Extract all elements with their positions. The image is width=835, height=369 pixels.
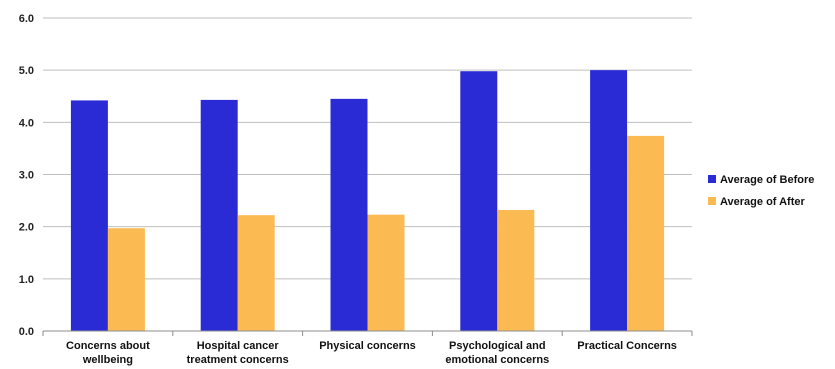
bar-after-1	[237, 215, 275, 331]
legend-label-before: Average of Before	[720, 174, 814, 186]
x-category-label: Psychological and emotional concerns	[445, 340, 549, 366]
x-category-label-line: Concerns about	[66, 340, 150, 352]
bar-before-4	[590, 70, 628, 332]
x-category-label: Practical Concerns	[577, 340, 677, 352]
bar-before-3	[460, 71, 498, 332]
x-category-label-line: Hospital cancer	[197, 340, 280, 352]
y-axis-ticks: 0.0 1.0 2.0 3.0 4.0 5.0 6.0	[19, 13, 34, 338]
x-category-label-line: Psychological and	[449, 340, 546, 352]
y-tick-label: 2.0	[19, 222, 34, 234]
y-tick-label: 6.0	[19, 13, 34, 25]
bar-after-0	[107, 228, 145, 331]
bar-before-0	[70, 100, 108, 331]
legend-label-after: Average of After	[720, 196, 805, 208]
x-category-label: Concerns about wellbeing	[66, 340, 150, 366]
bars	[70, 70, 665, 332]
y-tick-label: 1.0	[19, 274, 34, 286]
x-category-label-line: treatment concerns	[187, 354, 289, 366]
x-category-label-line: Practical Concerns	[577, 340, 677, 352]
y-tick-label: 5.0	[19, 65, 34, 77]
legend-swatch-before	[708, 175, 716, 183]
x-category-label-line: wellbeing	[82, 354, 133, 366]
y-tick-label: 4.0	[19, 117, 34, 129]
x-category-label: Hospital cancer treatment concerns	[187, 340, 289, 366]
bar-before-2	[330, 98, 368, 331]
x-axis: Concerns about wellbeing Hospital cancer tr…	[42, 330, 693, 366]
bar-after-3	[497, 209, 535, 331]
legend: Average of Before Average of After	[708, 174, 814, 208]
bar-before-1	[200, 99, 238, 331]
x-category-label-line: Physical concerns	[319, 340, 416, 352]
x-category-label-line: emotional concerns	[445, 354, 549, 366]
x-category-label: Physical concerns	[319, 340, 416, 352]
y-tick-label: 3.0	[19, 170, 34, 182]
y-tick-label: 0.0	[19, 326, 34, 338]
bar-after-4	[627, 135, 665, 331]
bar-after-2	[367, 214, 405, 331]
legend-swatch-after	[708, 197, 716, 205]
